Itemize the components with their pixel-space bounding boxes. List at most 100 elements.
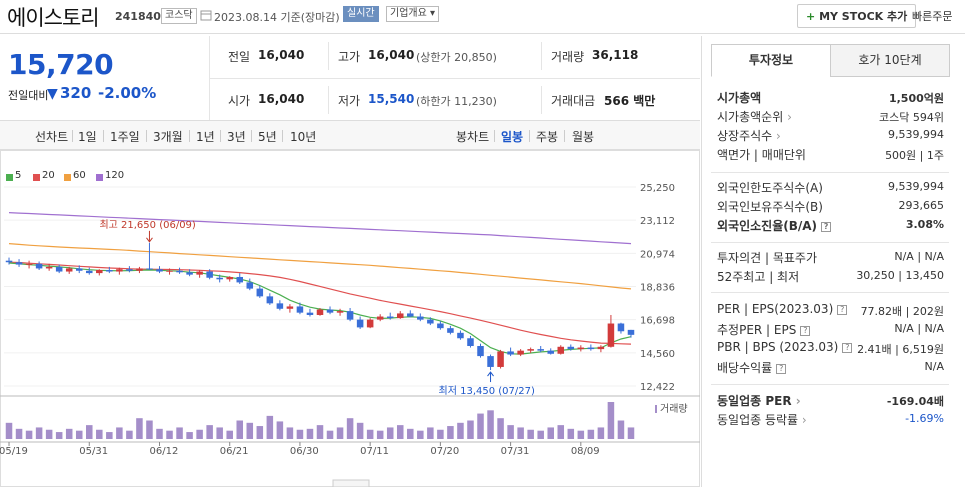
down-arrow-icon: ▼ — [47, 86, 58, 102]
volume-bar — [96, 429, 103, 439]
volume-bar — [417, 430, 424, 439]
period-3y[interactable]: 3년 — [227, 130, 246, 144]
realtime-button[interactable]: 실시간 — [343, 6, 379, 22]
volume-bar — [106, 432, 113, 439]
volume-bar — [136, 418, 143, 439]
info-label[interactable]: PBR | BPS (2023.03)? — [717, 340, 853, 354]
help-icon[interactable]: ? — [842, 342, 853, 353]
amount-value: 566 백만 — [604, 94, 656, 108]
line-chart-label[interactable]: 선차트 — [35, 130, 69, 144]
volume-bar — [497, 418, 504, 439]
volume-bar — [35, 427, 43, 439]
volume-bar — [176, 427, 183, 439]
tab-investment-info[interactable]: 투자정보 — [711, 44, 831, 77]
volume-bar — [296, 429, 304, 439]
stock-header — [0, 0, 965, 34]
info-label-text: 액면가 | 매매단위 — [717, 148, 806, 162]
info-label[interactable]: PER | EPS(2023.03)? — [717, 302, 848, 316]
candle-monthly[interactable]: 월봉 — [572, 130, 595, 144]
volume-bar — [326, 430, 334, 439]
period-1w[interactable]: 1주일 — [110, 130, 140, 144]
volume-bar — [256, 426, 264, 439]
legend-swatch-20 — [33, 174, 40, 181]
help-icon[interactable]: ? — [821, 221, 832, 232]
info-label[interactable]: 외국인소진율(B/A)? — [717, 217, 832, 234]
info-label: 액면가 | 매매단위 — [717, 146, 806, 163]
info-value: N/A | N/A — [894, 250, 944, 263]
volume-bar — [75, 430, 83, 439]
candle-body — [196, 271, 203, 275]
volume-bar — [346, 418, 354, 439]
info-label[interactable]: 동일업종 PER › — [717, 392, 801, 409]
quote-col-sep — [328, 86, 329, 114]
tab-orderbook[interactable]: 호가 10단계 — [830, 44, 950, 77]
volume-bar — [15, 428, 23, 439]
volume-bar — [246, 422, 254, 439]
quick-order-link[interactable]: 빠른주문 — [912, 10, 953, 23]
candle-body — [487, 356, 494, 367]
info-label[interactable]: 시가총액순위 › — [717, 108, 792, 125]
info-label[interactable]: 동일업종 등락률 › — [717, 411, 807, 428]
volume-label: 거래량 — [660, 403, 688, 415]
candle-body — [356, 319, 364, 328]
chevron-right-icon: › — [798, 413, 807, 427]
info-label: 시가총액 — [717, 89, 761, 106]
info-label[interactable]: 배당수익률? — [717, 359, 787, 376]
y-tick-label: 20,974 — [640, 249, 675, 260]
low-value: 15,540 — [368, 92, 415, 106]
volume-bar — [427, 427, 434, 439]
price-chart[interactable]: 25,250 23,112 20,974 18,836 16,698 14,560 12,4… — [0, 150, 700, 487]
y-tick-label: 12,422 — [640, 382, 675, 393]
help-icon[interactable]: ? — [837, 304, 848, 315]
period-3m[interactable]: 3개월 — [153, 130, 183, 144]
candle-daily[interactable]: 일봉 — [501, 130, 524, 144]
mystock-label: MY STOCK 추가 — [819, 10, 908, 23]
chevron-right-icon: › — [772, 129, 781, 143]
candle-body — [216, 277, 223, 280]
period-10y[interactable]: 10년 — [290, 130, 317, 144]
candle-chart-label[interactable]: 봉차트 — [456, 130, 490, 144]
y-tick-label: 14,560 — [640, 349, 675, 360]
info-value: 30,250 | 13,450 — [856, 269, 944, 282]
volume-bar — [547, 427, 554, 439]
chevron-right-icon: › — [783, 110, 792, 124]
info-value: -1.69% — [905, 412, 944, 425]
candle-body — [45, 266, 53, 269]
company-overview-dropdown[interactable]: 기업개요 ▾ — [386, 6, 440, 22]
help-icon[interactable]: ? — [800, 325, 811, 336]
volume-bar — [607, 402, 615, 439]
volume-bar — [617, 420, 625, 439]
divider — [529, 130, 530, 142]
divider — [251, 130, 252, 142]
divider — [494, 130, 495, 142]
volume-bar — [236, 420, 244, 439]
info-label: 52주최고 | 최저 — [717, 268, 799, 285]
candle-body — [25, 263, 33, 265]
legend-swatch-60 — [64, 174, 71, 181]
info-label[interactable]: 추정PER | EPS? — [717, 321, 811, 338]
high-label: 고가 — [338, 50, 361, 64]
info-value: N/A | N/A — [894, 322, 944, 335]
low-annotation: 최저 13,450 (07/27) — [439, 385, 535, 397]
ma-20-line — [8, 261, 632, 345]
candle-body — [136, 268, 143, 271]
candle-weekly[interactable]: 주봉 — [536, 130, 559, 144]
x-tick-label: 06/21 — [220, 446, 249, 457]
info-value: 9,539,994 — [888, 128, 944, 141]
candle-body — [447, 328, 454, 333]
volume-bar — [527, 429, 534, 439]
high-arrow-head — [146, 237, 153, 243]
legend-label-5: 5 — [15, 170, 22, 181]
info-label: 외국인한도주식수(A) — [717, 179, 823, 196]
period-5y[interactable]: 5년 — [258, 130, 277, 144]
candle-body — [156, 269, 163, 272]
add-mystock-button[interactable]: + MY STOCK 추가 — [797, 4, 917, 28]
candle-body — [437, 323, 444, 329]
help-icon[interactable]: ? — [776, 363, 787, 374]
candle-body — [86, 270, 93, 274]
info-label[interactable]: 상장주식수 › — [717, 127, 781, 144]
period-1d[interactable]: 1일 — [78, 130, 97, 144]
upper-limit: (상한가 20,850) — [416, 51, 497, 64]
period-1y[interactable]: 1년 — [196, 130, 215, 144]
volume-bar — [457, 422, 464, 439]
